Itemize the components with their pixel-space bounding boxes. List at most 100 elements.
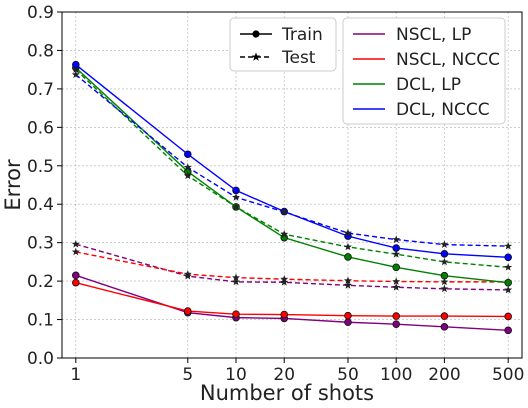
legend-method-frame bbox=[342, 17, 506, 125]
data-point-star bbox=[71, 65, 80, 74]
x-tick-label: 1 bbox=[70, 365, 81, 385]
data-point-circle bbox=[504, 312, 512, 321]
data-point-circle bbox=[72, 60, 80, 69]
data-point-star bbox=[343, 242, 352, 251]
legend-train-label: Train bbox=[281, 25, 323, 45]
data-point-star bbox=[504, 241, 513, 250]
y-tick-label: 0.7 bbox=[27, 80, 54, 100]
data-point-star bbox=[392, 250, 401, 258]
y-tick-label: 0.4 bbox=[27, 195, 54, 215]
x-tick-label: 200 bbox=[428, 365, 460, 385]
series-line bbox=[75, 251, 509, 283]
series-line bbox=[75, 243, 509, 291]
data-point-star bbox=[343, 281, 352, 289]
data-point-circle bbox=[440, 312, 449, 320]
series-dcl-nccc-test bbox=[71, 70, 513, 250]
data-point-circle bbox=[440, 323, 449, 331]
data-point-circle bbox=[183, 150, 192, 159]
series-layer bbox=[71, 60, 513, 335]
x-tick-label: 20 bbox=[273, 365, 295, 385]
series-line bbox=[75, 281, 509, 318]
series-line bbox=[75, 67, 509, 284]
legend-method-label: NSCL, LP bbox=[396, 25, 471, 45]
data-point-star bbox=[280, 207, 289, 216]
data-point-circle bbox=[344, 311, 352, 320]
data-point-circle bbox=[440, 271, 449, 280]
data-point-star bbox=[343, 228, 352, 237]
data-point-circle bbox=[504, 253, 512, 262]
data-point-circle bbox=[344, 318, 352, 327]
data-point-star bbox=[71, 70, 80, 79]
data-point-star bbox=[440, 240, 449, 248]
series-line bbox=[75, 69, 509, 268]
series-line bbox=[75, 64, 509, 258]
grid-layer bbox=[62, 11, 522, 359]
y-tick-label: 0.1 bbox=[27, 311, 54, 331]
data-point-star bbox=[440, 277, 449, 286]
data-point-star bbox=[280, 230, 289, 238]
series-line bbox=[75, 274, 509, 332]
data-point-star bbox=[392, 277, 401, 285]
data-point-star bbox=[71, 240, 80, 248]
data-point-star bbox=[183, 269, 192, 278]
data-point-circle bbox=[392, 263, 400, 272]
y-tick-label: 0.8 bbox=[27, 41, 54, 61]
y-tick-label: 0.6 bbox=[27, 118, 54, 138]
legend-method-label: DCL, NCCC bbox=[396, 100, 490, 120]
data-point-circle bbox=[183, 307, 192, 315]
x-tick-label: 10 bbox=[225, 365, 247, 385]
series-nscl-lp-test bbox=[71, 240, 513, 294]
data-point-circle bbox=[392, 312, 400, 320]
data-point-star bbox=[280, 274, 289, 283]
series-dcl-lp-test bbox=[71, 65, 513, 271]
legend-test-label: Test bbox=[281, 48, 316, 68]
data-point-star bbox=[183, 171, 192, 180]
axes-layer: 0.0 0.1 0.2 0.3 0.4 0.5 0.6 0.7 0.8 0.9 1 5 10 20 50 10… bbox=[27, 3, 524, 385]
data-point-star bbox=[504, 285, 513, 294]
series-dcl-nccc-train bbox=[72, 60, 512, 262]
data-point-circle bbox=[280, 310, 289, 319]
data-point-circle bbox=[72, 278, 80, 287]
data-point-star bbox=[392, 283, 401, 291]
legend-star-marker bbox=[251, 52, 261, 61]
x-tick-label: 50 bbox=[337, 365, 359, 385]
data-point-star bbox=[232, 273, 240, 282]
data-point-star bbox=[343, 276, 352, 285]
legend-method-label: DCL, LP bbox=[396, 75, 461, 95]
series-line bbox=[75, 74, 509, 247]
data-point-star bbox=[232, 202, 240, 211]
data-point-star bbox=[440, 257, 449, 266]
data-point-star bbox=[232, 277, 240, 286]
legend-split: Train Test bbox=[229, 17, 337, 72]
data-point-star bbox=[504, 263, 513, 271]
y-tick-label: 0.3 bbox=[27, 234, 54, 254]
y-tick-label: 0.9 bbox=[27, 3, 54, 23]
x-tick-label: 5 bbox=[182, 365, 193, 385]
data-point-star bbox=[232, 193, 240, 201]
x-tick-label: 100 bbox=[380, 365, 412, 385]
data-point-star bbox=[71, 247, 80, 256]
legend-method: NSCL, LP NSCL, NCCC DCL, LP DCL, NCCC bbox=[342, 17, 506, 125]
legend-circle-marker bbox=[252, 30, 260, 38]
data-point-circle bbox=[232, 186, 240, 195]
data-point-circle bbox=[504, 326, 512, 335]
data-point-circle bbox=[392, 320, 400, 328]
x-tick-label: 500 bbox=[492, 365, 524, 385]
data-point-star bbox=[280, 278, 289, 286]
y-tick-label: 0.2 bbox=[27, 272, 54, 292]
y-axis-label: Error bbox=[1, 159, 25, 211]
data-point-circle bbox=[504, 278, 512, 287]
data-point-circle bbox=[344, 253, 352, 261]
data-point-star bbox=[183, 163, 192, 171]
x-axis-label: Number of shots bbox=[200, 381, 374, 405]
y-tick-label: 0.5 bbox=[27, 157, 54, 177]
data-point-circle bbox=[232, 310, 240, 318]
data-point-circle bbox=[440, 250, 449, 258]
plot-frame bbox=[61, 11, 523, 359]
series-nscl-nccc-train bbox=[72, 278, 512, 321]
legend-method-label: NSCL, NCCC bbox=[396, 50, 500, 70]
data-point-star bbox=[392, 235, 401, 243]
data-point-star bbox=[440, 284, 449, 293]
data-point-circle bbox=[392, 244, 400, 252]
